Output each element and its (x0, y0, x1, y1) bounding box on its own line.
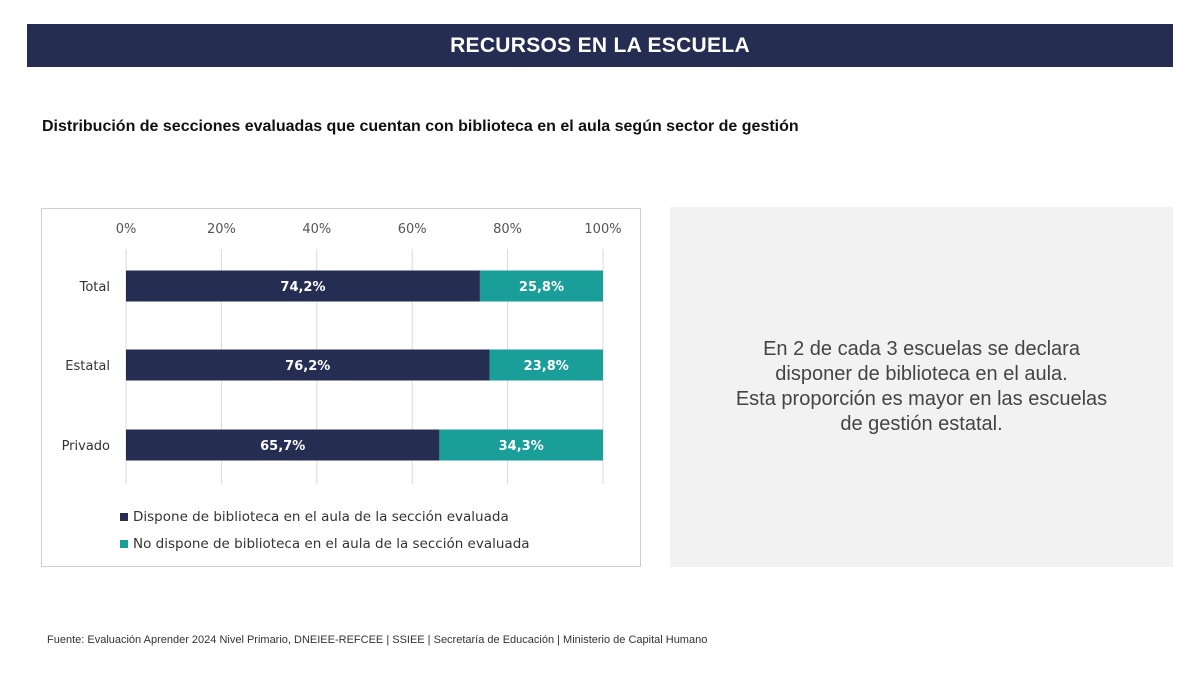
data-label: 34,3% (499, 439, 544, 454)
data-label: 25,8% (519, 280, 564, 295)
chart-subtitle: Distribución de secciones evaluadas que … (42, 118, 799, 135)
category-label: Privado (62, 439, 110, 454)
page-title: RECURSOS EN LA ESCUELA (450, 33, 750, 57)
category-label: Estatal (65, 359, 110, 374)
note-text: En 2 de cada 3 escuelas se declara dispo… (735, 338, 1108, 435)
data-label: 65,7% (260, 439, 305, 454)
legend-swatch (120, 540, 128, 548)
x-tick-label: 80% (493, 222, 522, 237)
bar-segment (439, 429, 603, 461)
bar-segment (126, 349, 490, 381)
legend-label: No dispone de biblioteca en el aula de l… (133, 536, 530, 552)
bar-segment (489, 349, 603, 381)
data-label: 76,2% (285, 359, 330, 374)
chart-container: 0% 20% 40% 60% 80% 100% Total Estatal Privado 74,… (41, 208, 641, 567)
data-label: 23,8% (524, 359, 569, 374)
x-tick-label: 20% (207, 222, 236, 237)
bar-segment (126, 429, 440, 461)
x-tick-label: 100% (584, 222, 621, 237)
source-footer: Fuente: Evaluación Aprender 2024 Nivel P… (47, 634, 708, 646)
data-label: 74,2% (280, 280, 325, 295)
legend-label: Dispone de biblioteca en el aula de la s… (133, 509, 509, 525)
x-tick-label: 0% (116, 222, 137, 237)
x-tick-label: 40% (302, 222, 331, 237)
stacked-bar-chart: 0% 20% 40% 60% 80% 100% Total Estatal Privado 74,… (62, 222, 622, 552)
header-bar: RECURSOS EN LA ESCUELA (27, 24, 1173, 67)
legend-swatch (120, 513, 128, 521)
note-panel: En 2 de cada 3 escuelas se declara dispo… (670, 207, 1173, 567)
bar-segment (126, 270, 480, 302)
category-label: Total (79, 280, 110, 295)
bar-segment (479, 270, 603, 302)
x-tick-label: 60% (398, 222, 427, 237)
